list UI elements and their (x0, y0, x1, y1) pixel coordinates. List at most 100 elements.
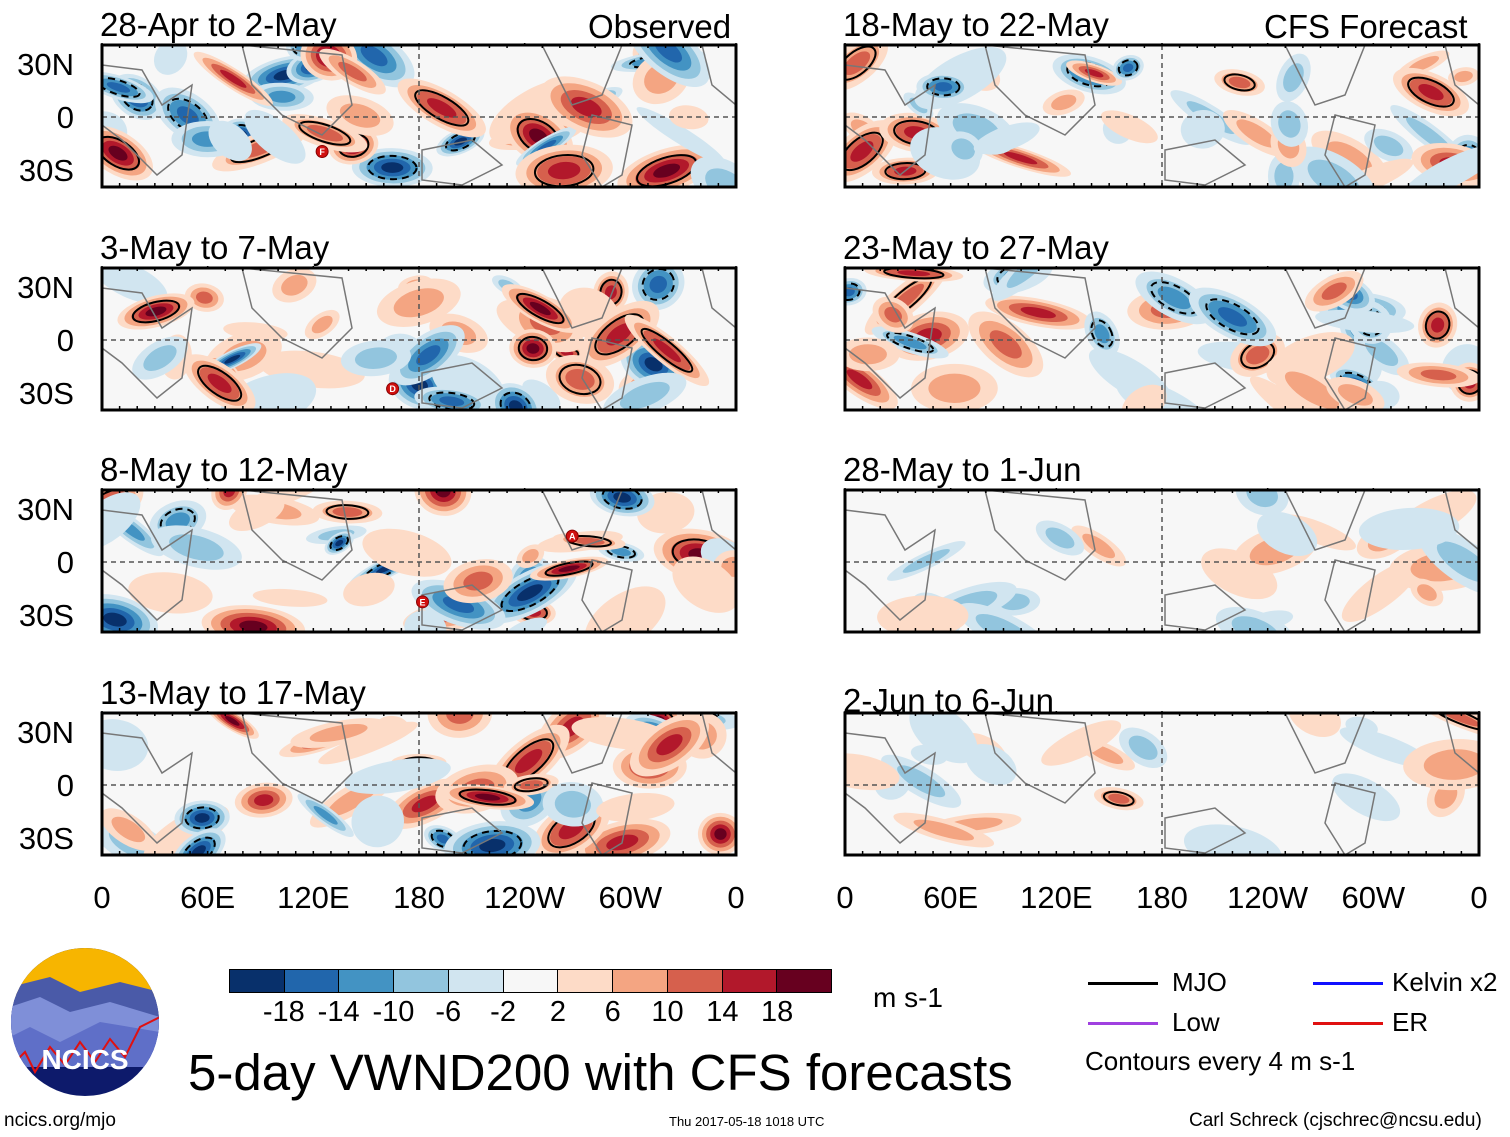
anomaly-fill (1321, 282, 1347, 300)
anomaly-fill (554, 790, 592, 818)
anomaly-fill (102, 719, 149, 771)
colorbar-label: -2 (490, 996, 516, 1028)
coastline (984, 713, 1096, 804)
map-panel: D (100, 266, 738, 412)
colorbar-swatch (394, 970, 449, 992)
anomaly-fill (1423, 749, 1479, 780)
anomaly-fill (649, 275, 667, 294)
coastline (1164, 362, 1247, 409)
legend-line-low (1088, 1022, 1158, 1025)
colorbar-label: 10 (651, 996, 684, 1028)
anomaly-fill (1041, 720, 1122, 766)
anomaly-fill (928, 373, 981, 404)
coastline (1164, 584, 1247, 631)
anomaly-fill (1278, 110, 1301, 138)
storm-label: E (420, 597, 426, 607)
colorbar-swatch (722, 970, 778, 992)
x-tick-label: 60E (180, 880, 236, 915)
storm-label: F (319, 147, 325, 157)
anomaly-fill (1045, 527, 1075, 549)
anomaly-fill (1439, 713, 1479, 727)
anomaly-fill (207, 373, 232, 393)
coastline (845, 287, 936, 400)
colorbar-label: 2 (549, 996, 566, 1028)
mjo-contour (102, 76, 141, 98)
anomaly-fill (393, 288, 444, 318)
coastline (1164, 139, 1247, 186)
anomaly-fill (902, 548, 950, 573)
mjo-contour (1424, 310, 1451, 340)
anomaly-fill (897, 270, 931, 277)
anomaly-fill (519, 780, 543, 790)
coastline (1284, 490, 1366, 551)
anomaly-fill (479, 838, 506, 853)
panel-title: 28-May to 1-Jun (843, 451, 1082, 488)
anomaly-fill (1249, 376, 1330, 410)
anomaly-fill (229, 496, 285, 531)
mjo-contour (517, 335, 549, 362)
mjo-contour (544, 560, 594, 577)
coastline (701, 713, 736, 774)
anomaly-fill (335, 539, 344, 547)
mjo-contour (1429, 713, 1479, 732)
anomaly-fill (1100, 110, 1158, 144)
coastline (845, 509, 936, 622)
coastline (1164, 807, 1247, 854)
anomaly-fill (849, 344, 887, 365)
x-tick-label: 0 (93, 880, 111, 915)
panel-title: 13-May to 17-May (100, 674, 366, 711)
coastline (1444, 490, 1479, 551)
x-tick-label: 60E (923, 880, 979, 915)
y-tick-label: 30S (18, 821, 74, 856)
coastline (1284, 268, 1366, 329)
coastline (1444, 713, 1479, 774)
coastline (845, 64, 936, 177)
map-panel (843, 488, 1481, 634)
anomaly-fill (1365, 338, 1399, 367)
anomaly-fill (1245, 345, 1270, 365)
mjo-contour (1223, 73, 1256, 92)
footer-author: Carl Schreck (cjschrec@ncsu.edu) (1189, 1110, 1482, 1131)
anomaly-fill (1236, 119, 1277, 148)
coastline (984, 45, 1096, 136)
x-tick-label: 0 (727, 880, 745, 915)
x-tick-label: 0 (1470, 880, 1488, 915)
anomaly-fill (1157, 286, 1191, 310)
y-tick-label: 0 (56, 545, 74, 580)
anomaly-fill (1121, 384, 1167, 410)
coastline (581, 559, 633, 632)
anomaly-fill (1284, 371, 1339, 409)
colorbar-swatch (503, 970, 559, 992)
colorbar-label: -14 (317, 996, 360, 1028)
map-panel: AE (100, 488, 738, 634)
anomaly-fill (1373, 135, 1404, 157)
anomaly-fill (845, 51, 871, 76)
x-tick-label: 120E (1020, 880, 1093, 915)
coastline (1324, 782, 1376, 855)
anomaly-fill (850, 140, 874, 162)
legend-line-kelvin-x2 (1313, 982, 1383, 985)
anomaly-fill (411, 795, 439, 813)
colorbar-swatch (339, 970, 395, 992)
map-panel (843, 43, 1481, 189)
footer-url[interactable]: ncics.org/mjo (4, 1110, 116, 1131)
coastline (541, 713, 623, 774)
anomaly-fill (169, 534, 224, 561)
panel-title: 18-May to 22-May (843, 6, 1109, 43)
mjo-contour (325, 504, 370, 520)
anomaly-fill (652, 338, 681, 363)
anomaly-fill (1180, 110, 1225, 149)
anomaly-fill (672, 556, 736, 613)
anomaly-fill (474, 793, 501, 801)
anomaly-fill (102, 492, 141, 551)
anomaly-fill (1315, 309, 1415, 334)
anomaly-fill (897, 765, 946, 798)
anomaly-fill (636, 107, 726, 164)
x-tick-label: 120W (1227, 880, 1309, 915)
anomaly-fill (529, 301, 551, 316)
anomaly-fill (573, 537, 605, 546)
colorbar-label: 6 (604, 996, 621, 1028)
anomaly-fill (1108, 793, 1130, 804)
coastline (421, 807, 504, 854)
anomaly-fill (1358, 507, 1460, 550)
